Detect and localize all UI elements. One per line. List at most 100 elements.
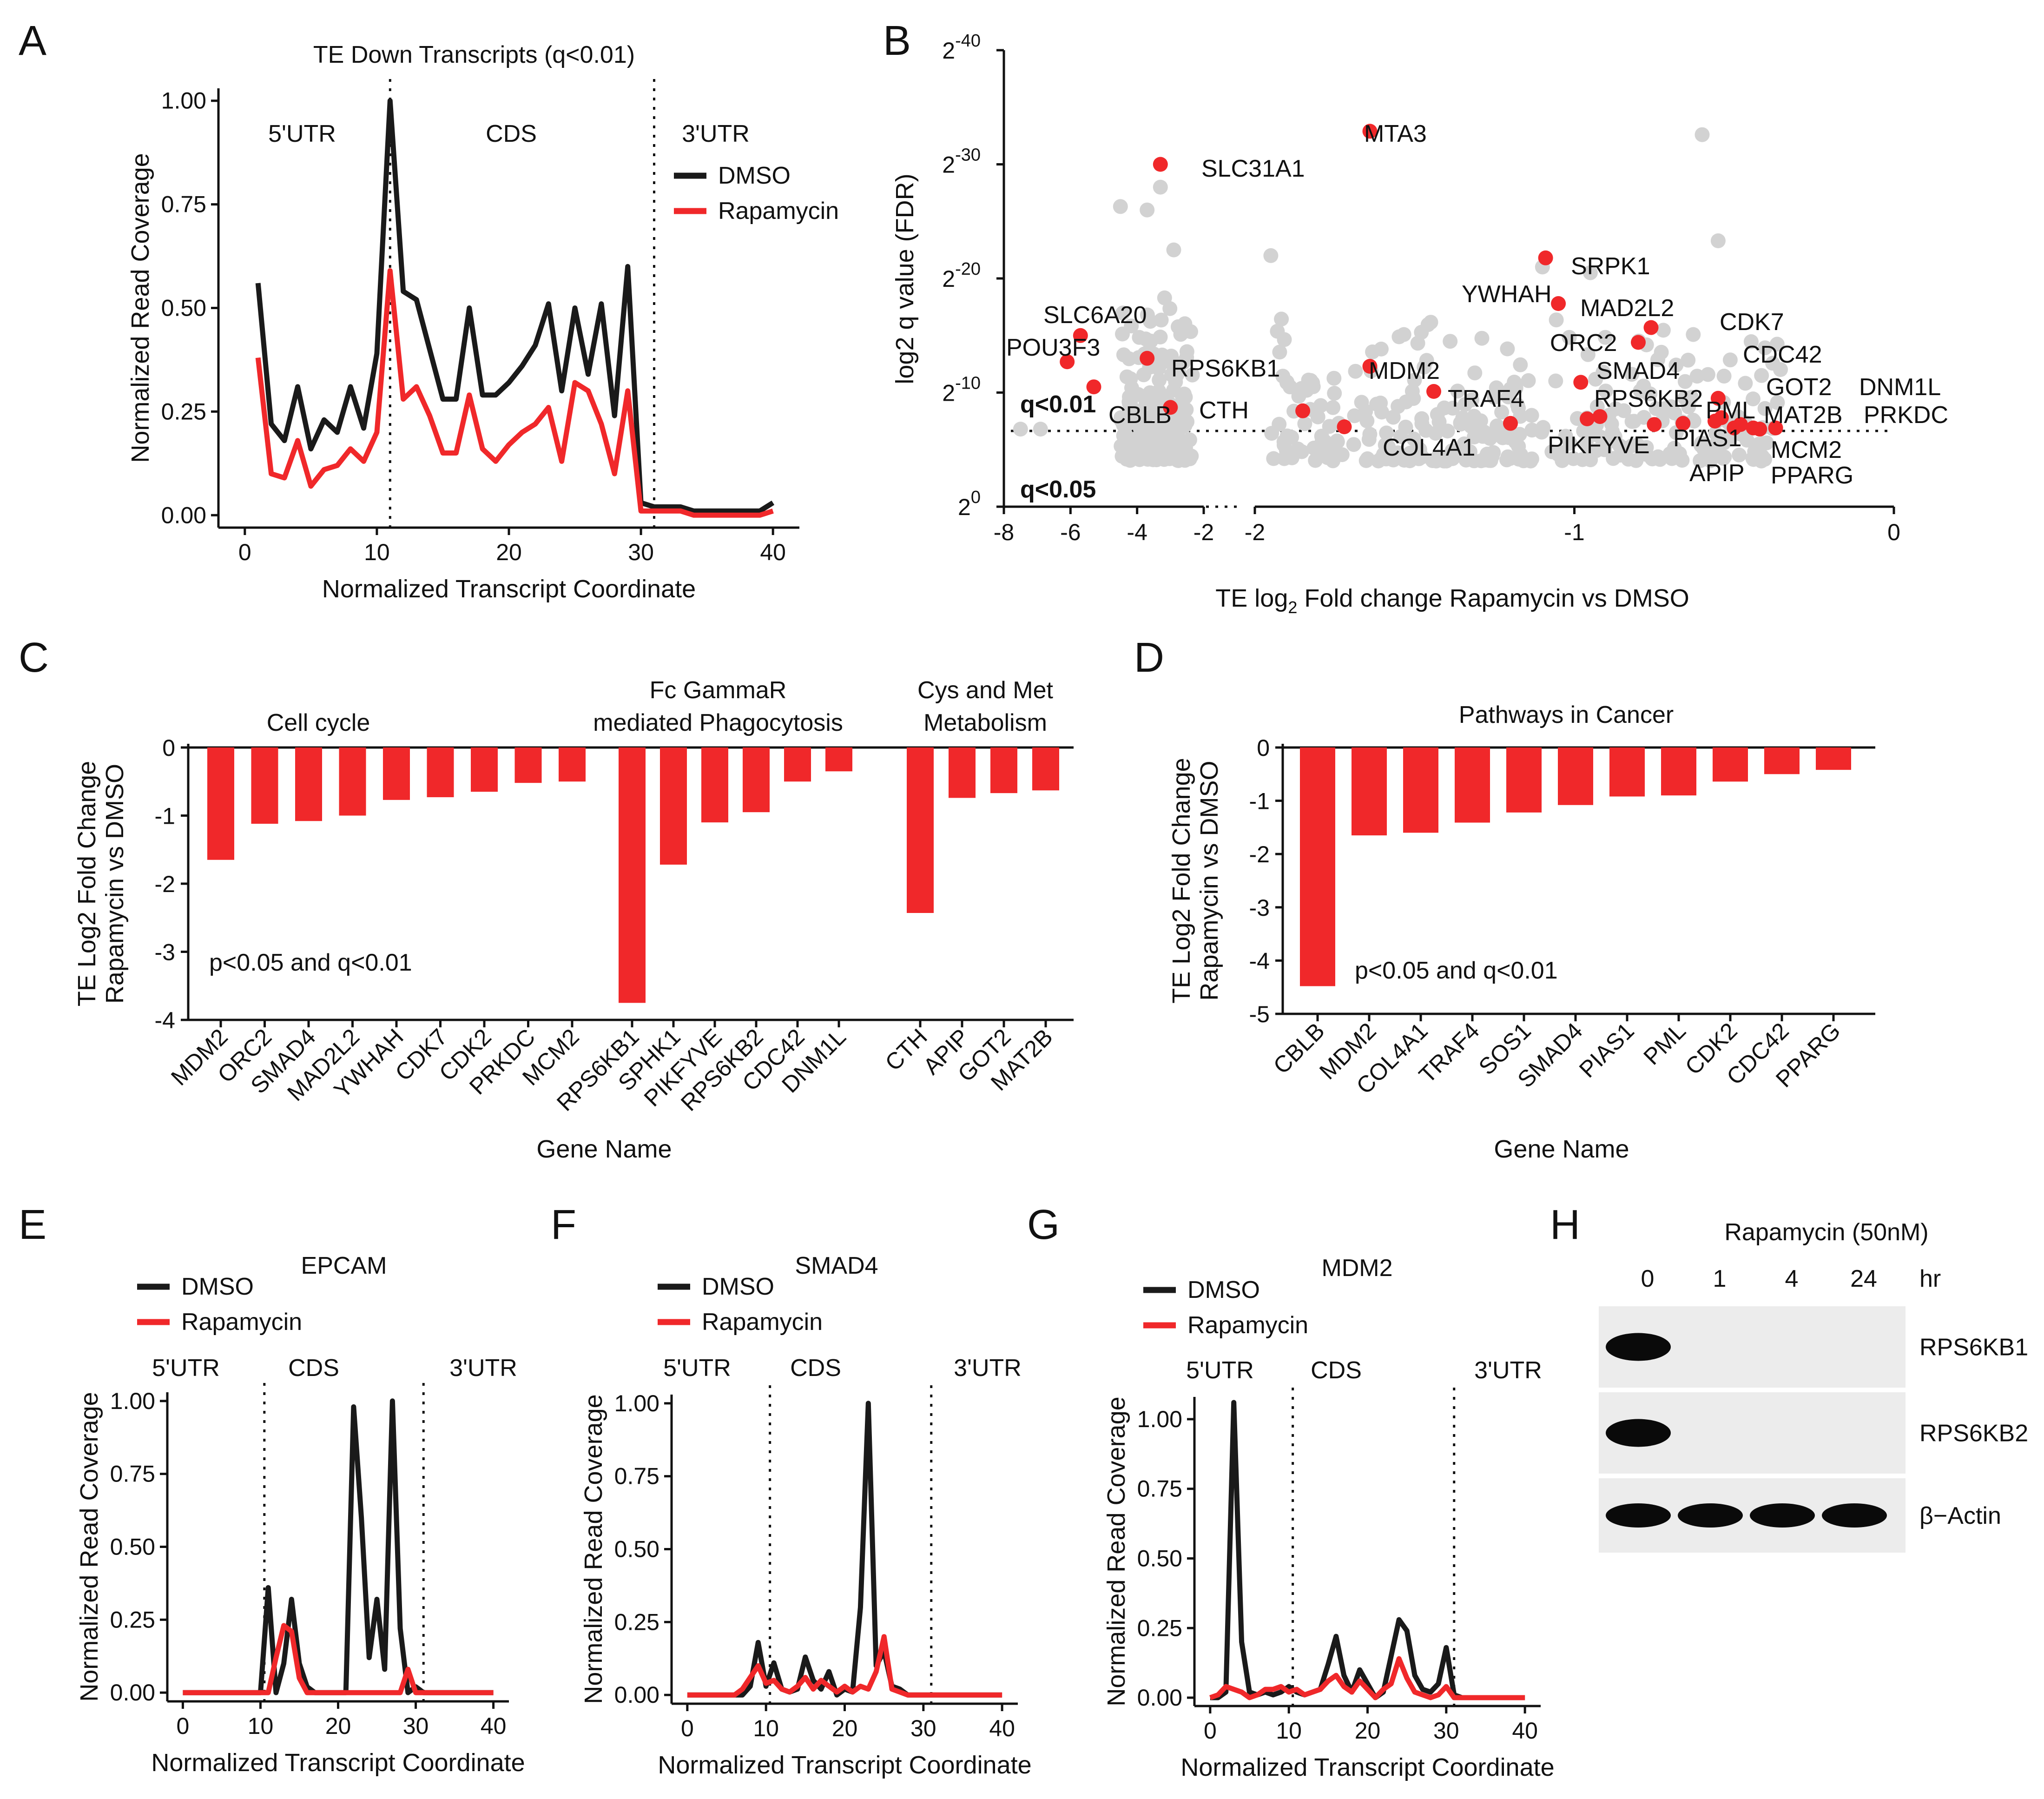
gene-label-traf4: TRAF4 xyxy=(1448,385,1524,412)
gene-label-mcm2: MCM2 xyxy=(1771,437,1842,463)
y-tick-label: 0.25 xyxy=(1137,1615,1182,1641)
background-point xyxy=(1323,450,1338,465)
chart-title: SMAD4 xyxy=(795,1252,878,1279)
background-point xyxy=(1686,327,1701,342)
background-point xyxy=(1417,359,1432,375)
background-point xyxy=(1457,436,1472,451)
gene-label-smad4: SMAD4 xyxy=(1596,357,1680,384)
background-point xyxy=(1274,311,1289,327)
background-point xyxy=(1640,386,1655,401)
gene-label-cblb: CBLB xyxy=(1108,402,1172,429)
background-point xyxy=(1346,437,1361,452)
background-point xyxy=(1612,438,1628,453)
bar-ywhah xyxy=(383,747,410,800)
background-point xyxy=(1120,417,1135,432)
bar-dnm1l xyxy=(825,747,852,772)
background-point xyxy=(1177,386,1192,402)
background-point xyxy=(1694,435,1709,450)
bar-mcm2 xyxy=(559,747,586,782)
background-point xyxy=(1325,400,1341,415)
row-label-actin: β−Actin xyxy=(1919,1502,2001,1529)
y-tick-label: 0 xyxy=(162,735,175,761)
y-tick-label: 2-40 xyxy=(942,31,981,64)
background-point xyxy=(1185,367,1200,383)
gene-label-apip: APIP xyxy=(1689,460,1745,487)
bar-rps6kb1 xyxy=(619,747,646,1003)
highlight-point-col4a1 xyxy=(1295,403,1311,418)
background-point xyxy=(1115,305,1130,321)
x-tick-label: 0 xyxy=(177,1713,190,1739)
background-point xyxy=(1414,416,1430,431)
region-label-cds: CDS xyxy=(1311,1357,1362,1384)
x-tick-label: 0 xyxy=(238,539,251,565)
highlight-point-rps6kb1 xyxy=(1140,351,1155,366)
y-tick-label: 0.75 xyxy=(614,1463,659,1489)
highlight-point-cth xyxy=(1163,400,1178,415)
region-label-3utr: 3'UTR xyxy=(449,1355,517,1382)
background-point xyxy=(1412,442,1427,457)
background-point xyxy=(1152,372,1167,388)
group-title-cell-cycle: Cell cycle xyxy=(267,709,370,736)
background-point xyxy=(1474,427,1490,443)
background-point xyxy=(1457,397,1473,412)
bar-mdm2 xyxy=(207,747,234,860)
x-tick-label: 40 xyxy=(760,539,786,565)
dmso-line xyxy=(255,98,775,514)
panel-label-d: D xyxy=(1134,635,1164,681)
background-point xyxy=(1396,327,1411,342)
background-point xyxy=(1650,352,1665,367)
x-tick-label: -1 xyxy=(1564,519,1584,545)
background-point xyxy=(1743,334,1759,349)
background-point xyxy=(1132,450,1147,465)
y-axis-title-line1: TE Log2 Fold Change xyxy=(1167,758,1195,1003)
band-actin-lane-2 xyxy=(1750,1503,1815,1528)
panel-a-coverage-chart: 0 10 20 30 40 0.00 0.25 0.50 0.75 1.00 TE Down Tra… xyxy=(126,41,839,603)
x-tick-label: 20 xyxy=(496,539,522,565)
bar-rps6kb2 xyxy=(743,747,770,813)
gene-label-mdm2: MDM2 xyxy=(1369,357,1440,384)
background-point xyxy=(1013,422,1028,437)
bar-prkdc xyxy=(514,747,542,783)
y-axis-title: Normalized Read Coverage xyxy=(1102,1396,1130,1706)
background-point xyxy=(1580,347,1596,362)
highlight-point-srpk1 xyxy=(1538,250,1553,265)
bar-pikfyve xyxy=(701,747,728,823)
legend-rapamycin-label: Rapamycin xyxy=(1187,1312,1308,1339)
background-point xyxy=(1700,367,1715,382)
row-label-rps6kb2: RPS6KB2 xyxy=(1919,1420,2028,1447)
dmso-line xyxy=(183,1398,494,1695)
background-point xyxy=(1477,452,1492,468)
highlight-point-got2 xyxy=(1675,416,1691,431)
y-axis-title: Normalized Read Coverage xyxy=(75,1392,103,1701)
background-point xyxy=(1548,373,1563,389)
highlight-point-slc6a20 xyxy=(1073,328,1088,343)
background-point xyxy=(1113,199,1128,214)
background-point xyxy=(1596,364,1611,380)
y-axis-title-line2: Rapamycin vs DMSO xyxy=(1195,761,1223,1000)
background-point xyxy=(1677,374,1693,389)
background-point xyxy=(1275,369,1291,384)
gene-label-dnm1l: DNM1L xyxy=(1859,374,1941,401)
background-point xyxy=(1624,438,1640,453)
bar-col4a1 xyxy=(1403,747,1438,833)
background-point xyxy=(1513,357,1528,372)
y-tick-label: 0.50 xyxy=(1137,1545,1182,1571)
background-point xyxy=(1501,389,1516,404)
gene-label-pparg: PPARG xyxy=(1771,462,1853,489)
background-point xyxy=(1770,395,1785,410)
background-point xyxy=(1301,372,1316,388)
background-point xyxy=(1369,397,1385,412)
background-point xyxy=(1157,290,1172,305)
background-point xyxy=(1471,413,1487,429)
x-tick-label: 30 xyxy=(403,1713,429,1739)
highlight-point-slc31a1 xyxy=(1153,157,1168,172)
background-point xyxy=(1732,447,1747,463)
background-point xyxy=(1263,248,1279,263)
significance-annotation: p<0.05 and q<0.01 xyxy=(209,949,412,976)
background-point xyxy=(1716,369,1732,384)
x-axis-title: Gene Name xyxy=(536,1135,672,1163)
background-point xyxy=(1168,374,1183,390)
region-label-cds: CDS xyxy=(790,1355,841,1382)
background-point xyxy=(1624,367,1639,382)
